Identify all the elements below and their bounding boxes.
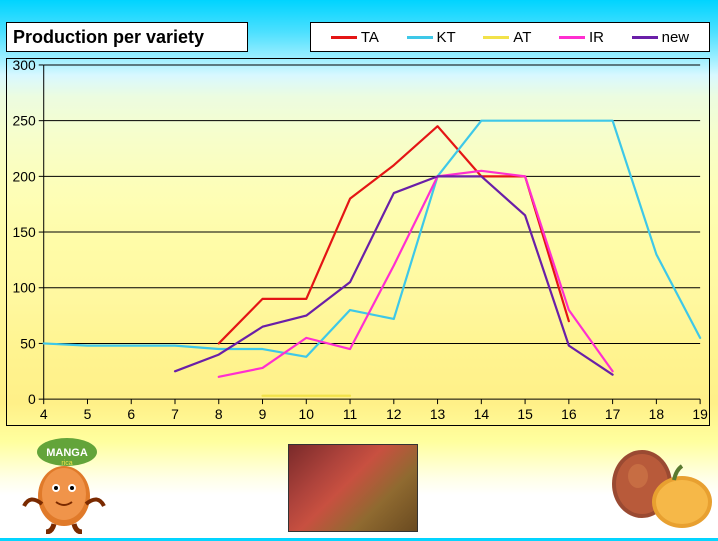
legend-swatch <box>407 36 433 39</box>
svg-text:12: 12 <box>386 406 402 422</box>
svg-text:13: 13 <box>430 406 446 422</box>
svg-text:5: 5 <box>84 406 92 422</box>
legend-item: AT <box>483 29 531 46</box>
svg-text:0: 0 <box>28 391 36 407</box>
legend-swatch <box>331 36 357 39</box>
svg-text:100: 100 <box>13 280 36 296</box>
svg-text:50: 50 <box>20 335 36 351</box>
svg-text:250: 250 <box>13 113 36 129</box>
svg-text:14: 14 <box>474 406 490 422</box>
svg-text:4: 4 <box>40 406 48 422</box>
legend-label: TA <box>361 29 379 46</box>
svg-text:11: 11 <box>343 406 358 422</box>
legend-label: KT <box>437 29 456 46</box>
legend-label: IR <box>589 29 604 46</box>
legend-item: IR <box>559 29 604 46</box>
chart-area: 0 50 100 150 200 250 300 4 5 6 7 8 9 10 11 12 13 14 15 16 17… <box>6 58 710 426</box>
svg-text:18: 18 <box>649 406 665 422</box>
legend-item: new <box>632 29 690 46</box>
chart-svg: 0 50 100 150 200 250 300 4 5 6 7 8 9 10 11 12 13 14 15 16 17… <box>7 59 709 425</box>
chart-legend: TA KT AT IR new <box>310 22 710 52</box>
legend-item: KT <box>407 29 456 46</box>
legend-swatch <box>632 36 658 39</box>
svg-text:150: 150 <box>13 224 36 240</box>
legend-label: new <box>662 29 690 46</box>
mango-photo-icon <box>288 444 418 532</box>
svg-text:19: 19 <box>692 406 708 422</box>
chart-title-box: Production per variety <box>6 22 248 52</box>
svg-text:7: 7 <box>171 406 179 422</box>
svg-text:6: 6 <box>127 406 135 422</box>
legend-swatch <box>483 36 509 39</box>
legend-item: TA <box>331 29 379 46</box>
svg-text:200: 200 <box>13 168 36 184</box>
svg-text:9: 9 <box>259 406 267 422</box>
manga-mascot-icon: MANGA rica <box>12 434 122 534</box>
svg-text:16: 16 <box>561 406 577 422</box>
svg-text:rica: rica <box>61 460 72 467</box>
legend-label: AT <box>513 29 531 46</box>
svg-text:8: 8 <box>215 406 223 422</box>
svg-text:MANGA: MANGA <box>46 447 88 459</box>
svg-text:17: 17 <box>605 406 621 422</box>
svg-text:10: 10 <box>299 406 315 422</box>
svg-text:15: 15 <box>517 406 533 422</box>
chart-title: Production per variety <box>13 27 204 48</box>
svg-text:300: 300 <box>13 59 36 73</box>
legend-swatch <box>559 36 585 39</box>
mango-illustration-icon <box>604 440 716 536</box>
